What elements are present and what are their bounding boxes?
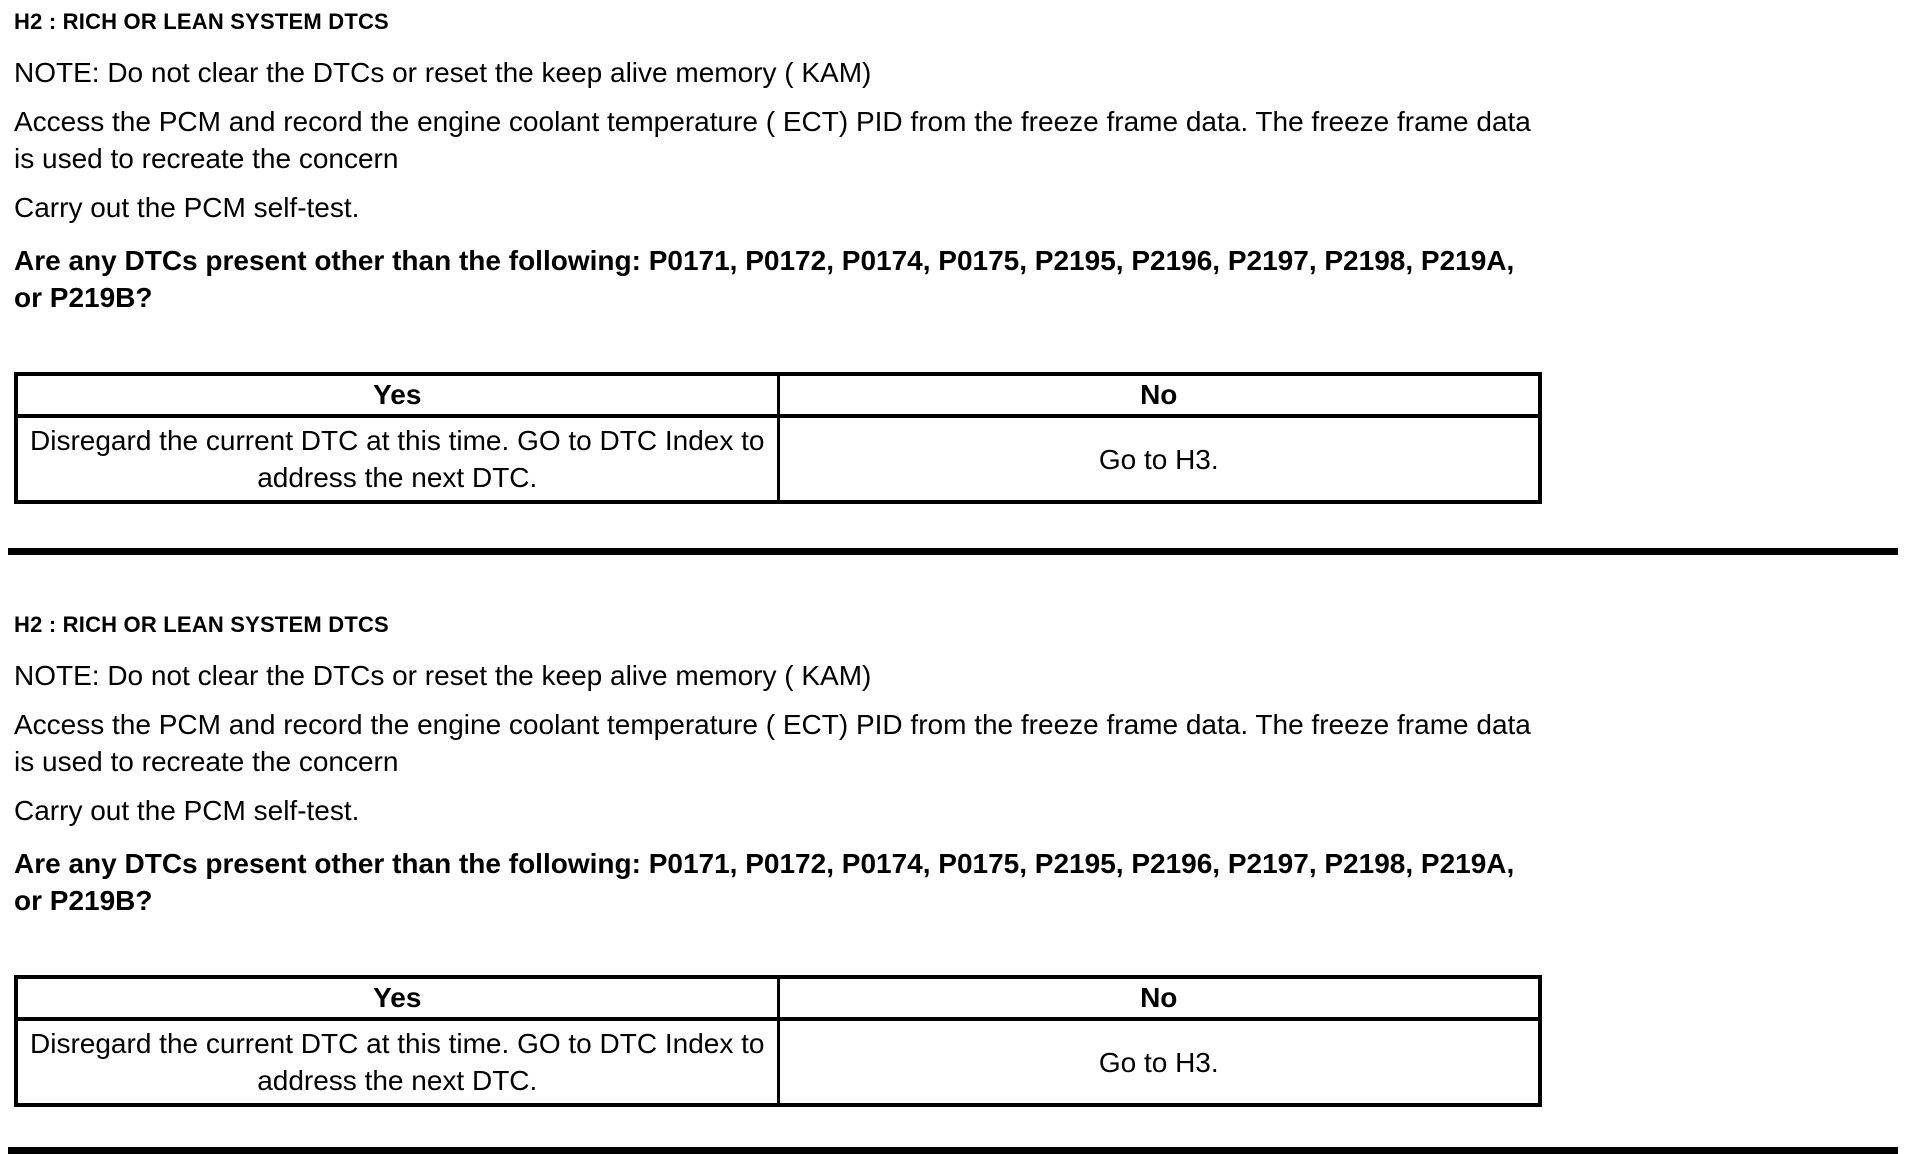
- section-divider: [8, 548, 1898, 555]
- step-access-text: Access the PCM and record the engine coo…: [14, 709, 1531, 777]
- note-text: NOTE: Do not clear the DTCs or reset the…: [14, 57, 872, 88]
- step-selftest-text: Carry out the PCM self-test.: [14, 192, 360, 223]
- table-header-yes: Yes: [14, 372, 780, 418]
- section-divider: [8, 1147, 1898, 1154]
- table-header-row: Yes No: [14, 975, 1542, 1021]
- section-content: H2 : RICH OR LEAN SYSTEM DTCS NOTE: Do n…: [14, 10, 1542, 504]
- question-text: Are any DTCs present other than the foll…: [14, 848, 1515, 916]
- cell-no-action: Go to H3.: [776, 414, 1542, 504]
- table-header-row: Yes No: [14, 372, 1542, 418]
- table-header-no: No: [776, 975, 1542, 1021]
- cell-yes-action: Disregard the current DTC at this time. …: [14, 414, 780, 504]
- table-row: Disregard the current DTC at this time. …: [14, 1017, 1542, 1107]
- step-selftest-text: Carry out the PCM self-test.: [14, 795, 360, 826]
- table-row: Disregard the current DTC at this time. …: [14, 414, 1542, 504]
- section-heading: H2 : RICH OR LEAN SYSTEM DTCS: [14, 612, 389, 637]
- section-content: H2 : RICH OR LEAN SYSTEM DTCS NOTE: Do n…: [14, 613, 1542, 1107]
- procedure-section-1: H2 : RICH OR LEAN SYSTEM DTCS NOTE: Do n…: [8, 10, 1920, 555]
- cell-yes-action: Disregard the current DTC at this time. …: [14, 1017, 780, 1107]
- section-heading: H2 : RICH OR LEAN SYSTEM DTCS: [14, 9, 389, 34]
- procedure-section-2: H2 : RICH OR LEAN SYSTEM DTCS NOTE: Do n…: [8, 613, 1920, 1154]
- results-table: Yes No Disregard the current DTC at this…: [14, 372, 1542, 504]
- table-header-yes: Yes: [14, 975, 780, 1021]
- step-access-text: Access the PCM and record the engine coo…: [14, 106, 1531, 174]
- cell-no-action: Go to H3.: [776, 1017, 1542, 1107]
- note-text: NOTE: Do not clear the DTCs or reset the…: [14, 660, 872, 691]
- table-header-no: No: [776, 372, 1542, 418]
- results-table: Yes No Disregard the current DTC at this…: [14, 975, 1542, 1107]
- question-text: Are any DTCs present other than the foll…: [14, 245, 1515, 313]
